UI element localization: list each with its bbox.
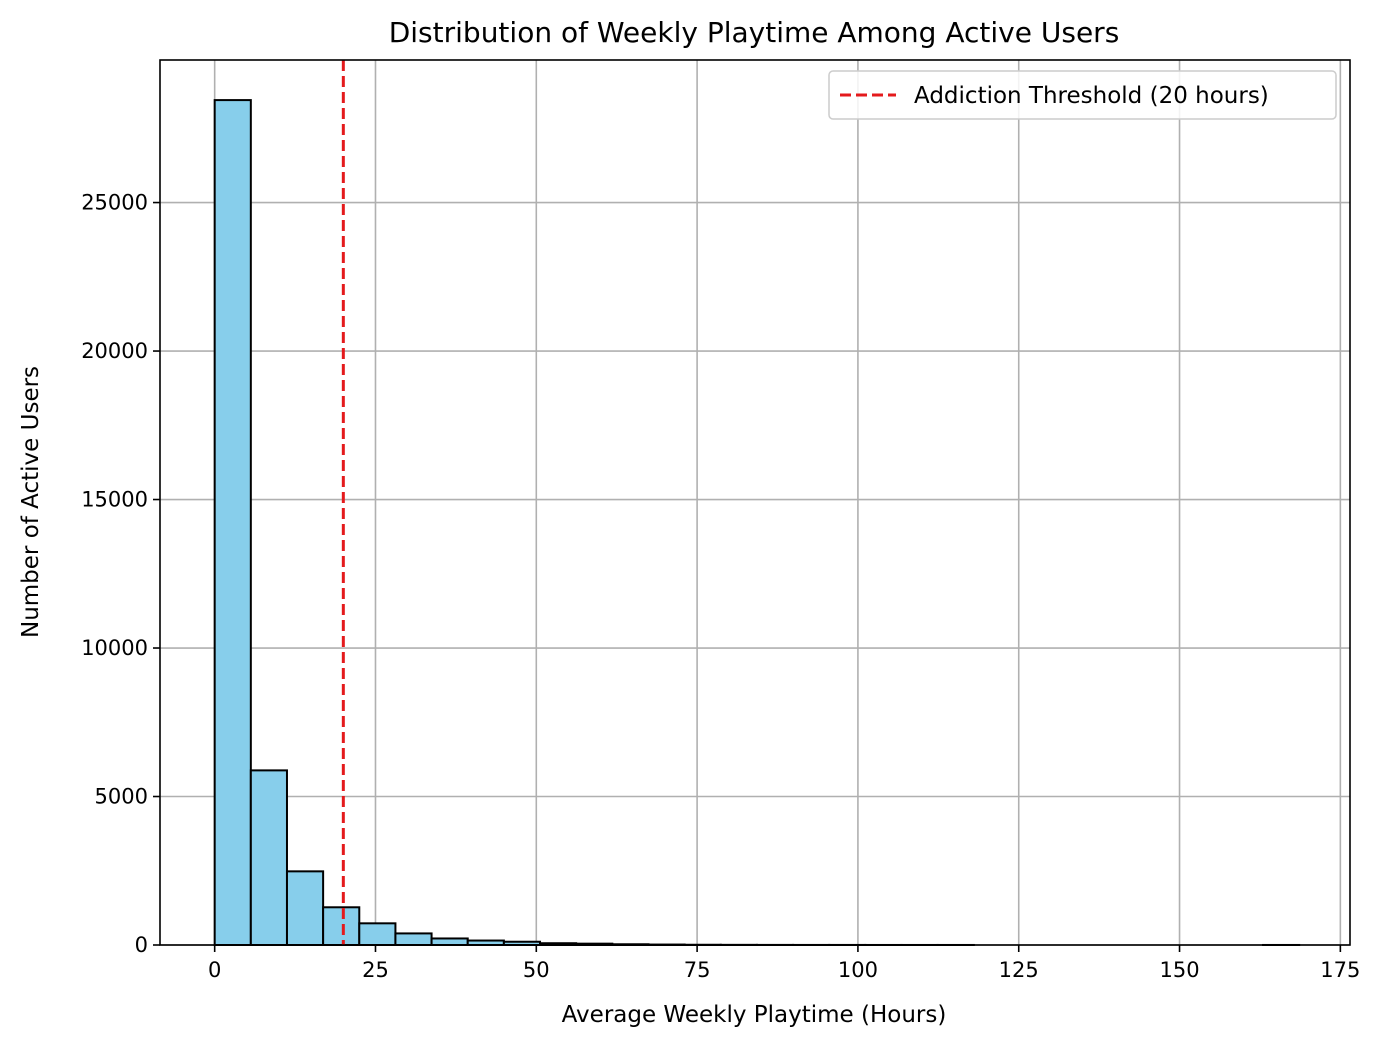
- y-tick-label: 25000: [81, 191, 148, 215]
- y-tick-label: 5000: [95, 785, 148, 809]
- x-tick-label: 0: [208, 958, 221, 982]
- chart-title: Distribution of Weekly Playtime Among Ac…: [389, 16, 1120, 49]
- x-tick-label: 100: [838, 958, 878, 982]
- histogram-bar: [358, 922, 397, 947]
- x-axis-label: Average Weekly Playtime (Hours): [562, 1002, 947, 1028]
- legend-threshold-label: Addiction Threshold (20 hours): [914, 83, 1269, 109]
- legend-box: [828, 70, 1337, 120]
- x-axis-ticks: 0 25 50 75 100 125 150 175: [208, 945, 1360, 982]
- y-tick-label: 10000: [81, 636, 148, 660]
- x-tick-label: 25: [362, 958, 389, 982]
- x-tick-label: 50: [523, 958, 550, 982]
- x-tick-label: 125: [999, 958, 1039, 982]
- y-axis-label: Number of Active Users: [18, 366, 44, 638]
- y-axis-ticks: 0 5000 10000 15000 20000 25000: [81, 191, 160, 957]
- histogram-bar: [285, 870, 325, 947]
- histogram-bar: [394, 932, 433, 946]
- x-tick-label: 75: [684, 958, 711, 982]
- x-tick-label: 175: [1320, 958, 1360, 982]
- y-tick-label: 15000: [81, 488, 148, 512]
- histogram-bars: [213, 99, 1301, 947]
- histogram-bar: [249, 769, 288, 947]
- y-tick-label: 0: [135, 933, 148, 957]
- x-tick-label: 150: [1159, 958, 1199, 982]
- histogram-bar: [322, 906, 361, 947]
- y-tick-label: 20000: [81, 339, 148, 363]
- plot-frame: [159, 59, 1351, 946]
- histogram-bar: [430, 937, 469, 946]
- legend: Addiction Threshold (20 hours): [828, 70, 1337, 120]
- histogram-bar: [213, 99, 252, 946]
